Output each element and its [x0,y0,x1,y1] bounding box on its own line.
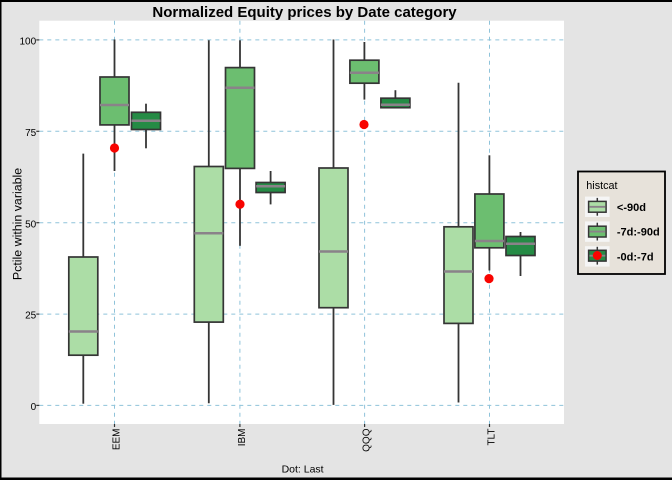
svg-text:IBM: IBM [237,429,248,447]
svg-text:TLT: TLT [487,429,498,446]
svg-text:100: 100 [20,37,37,48]
svg-text:Pctile within variable: Pctile within variable [10,168,24,280]
svg-text:-0d:-7d: -0d:-7d [617,251,654,263]
svg-text:-7d:-90d: -7d:-90d [617,227,660,239]
svg-text:EEM: EEM [112,429,123,451]
svg-text:<-90d: <-90d [617,202,646,214]
svg-text:histcat: histcat [586,180,617,192]
svg-text:50: 50 [25,219,37,230]
svg-text:75: 75 [25,128,37,139]
svg-text:QQQ: QQQ [362,428,373,452]
svg-text:Dot: Last: Dot: Last [282,463,324,475]
svg-text:0: 0 [31,402,37,413]
svg-text:Normalized Equity prices by Da: Normalized Equity prices by Date categor… [152,4,457,21]
svg-text:25: 25 [25,311,37,322]
